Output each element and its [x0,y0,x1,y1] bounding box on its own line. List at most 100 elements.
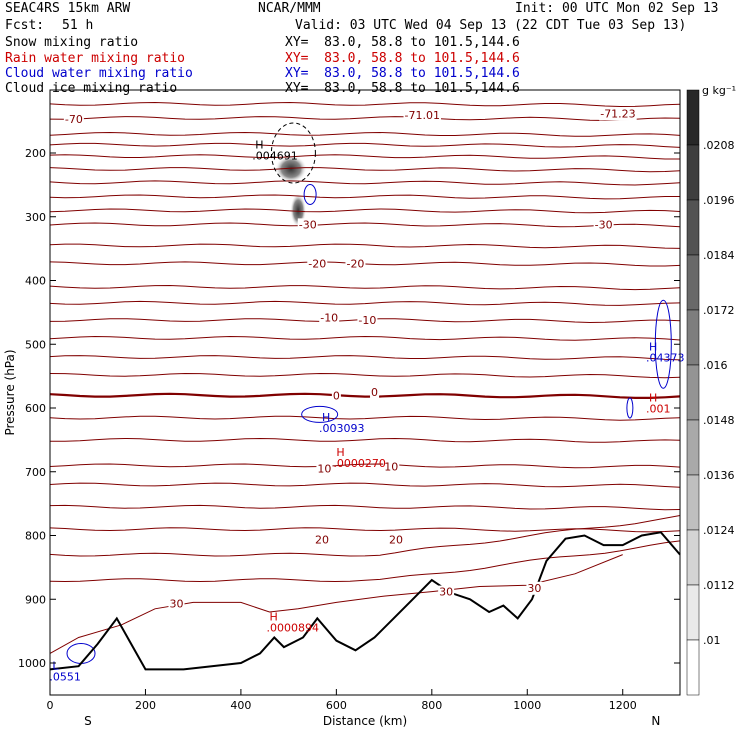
colorbar-label: .016 [703,359,728,372]
colorbar-label: .0172 [703,304,735,317]
ice-contour [303,183,317,205]
isotherm-line [49,142,681,148]
label-background [370,386,380,400]
snow-contour [270,122,316,184]
colorbar-segment [686,639,700,696]
x-tick-label: 1200 [609,699,637,712]
y-tick-label: 700 [25,466,46,479]
isotherm-line [49,392,681,399]
x-tick-label: 400 [230,699,251,712]
isotherm-line [49,540,681,583]
extremum-value: .04373 [646,352,685,365]
y-tick-label: 1000 [18,657,46,670]
cloud-water-contour [626,397,634,419]
extremum-marker: H [270,610,278,623]
field-label-cloud-water: Cloud water mixing ratio [5,66,193,81]
terrain-line [49,531,681,671]
cloud-water-contour [301,405,339,423]
isotherm-label: 20 [315,533,329,546]
extremum-value: .0551 [49,670,81,683]
isotherm-line [49,167,681,173]
temperature-isotherms [49,101,681,654]
axes: 0 200 400 600 800 1000 12002003004005006007008… [3,147,680,728]
x-axis-label: Distance (km) [323,714,407,728]
colorbar: .0208 .0196 .0184 .0172 .016 .0148 .0136 .0124.… [686,84,736,696]
colorbar-segment [686,254,700,311]
colorbar-segment [686,474,700,531]
extremum-marker: H [336,446,344,459]
y-axis-label: Pressure (hPa) [3,349,17,435]
isotherm-line [49,415,681,421]
isotherm-line [49,504,681,511]
isotherm-line [49,222,681,228]
init-time: Init: 00 UTC Mon 02 Sep 13 [515,1,719,16]
forecast-hours: 51 h [62,18,94,33]
isotherm-label: 10 [384,461,398,474]
isotherm-label: -30 [299,218,317,231]
label-background [297,218,318,232]
isotherm-line [49,300,681,306]
extremum-marker: H [649,341,657,354]
isotherm-label: 30 [439,586,453,599]
isotherm-line [49,335,681,341]
colorbar-label: .0208 [703,139,735,152]
field-xy-cloud-ice: XY= 83.0, 58.8 to 101.5,144.6 [285,81,520,96]
colorbar-segment [686,419,700,476]
label-background [526,581,543,595]
colorbar-segment [686,584,700,641]
isotherm-label: -20 [308,257,326,270]
isotherm-line [49,372,681,379]
field-label-snow: Snow mixing ratio [5,35,139,50]
isotherm-line [49,243,681,249]
colorbar-label: .0112 [703,579,735,592]
south-label: S [84,714,92,728]
valid-time: Valid: 03 UTC Wed 04 Sep 13 (22 CDT Tue … [295,18,687,33]
isotherm-label: -70 [65,113,83,126]
shading-blob [275,154,308,183]
extremum-value: .0000270 [333,457,386,470]
colorbar-label: .0148 [703,414,735,427]
colorbar-label: .0124 [703,524,735,537]
cloud-water-contours [66,122,672,664]
isotherm-line [49,154,680,160]
colorbar-segment [686,144,700,201]
terrain-line [49,531,681,671]
extremum-marker: H [322,411,330,424]
mixing-ratio-shading [275,154,308,228]
colorbar-segment [686,309,700,366]
isotherm-label: 10 [317,463,331,476]
isotherm-label: 30 [169,598,183,611]
extremum-value: .001 [646,403,671,416]
isotherm-label: -71.01 [405,109,440,122]
label-background [307,257,328,271]
colorbar-segment [686,529,700,586]
x-tick-label: 200 [135,699,156,712]
contour-labels: -70 -71.01 -71.23 -30 -30 -20 -20 -10 -10 0 0 10 10 2… [49,107,684,683]
label-background [599,107,637,121]
field-xy-cloud-water: XY= 83.0, 58.8 to 101.5,144.6 [285,66,520,81]
y-tick-label: 200 [25,147,46,160]
isotherm-label: -30 [595,218,613,231]
isotherm-line [49,515,681,557]
colorbar-segment [686,199,700,256]
label-background [319,311,340,325]
colorbar-segment [686,364,700,421]
label-background [383,460,400,474]
label-background [331,389,341,403]
isotherm-line [49,284,681,291]
isotherm-label: 20 [389,533,403,546]
field-xy-snow: XY= 83.0, 58.8 to 101.5,144.6 [285,35,520,50]
extremum-marker: L [52,659,59,672]
field-label-cloud-ice: Cloud ice mixing ratio [5,81,178,96]
isotherm-line [49,208,681,214]
field-label-rain: Rain water mixing ratio [5,51,186,66]
y-tick-label: 600 [25,402,46,415]
label-background [388,533,405,547]
colorbar-label: .0136 [703,469,735,482]
field-xy-rain: XY= 83.0, 58.8 to 101.5,144.6 [285,51,520,66]
label-background [168,597,185,611]
label-background [357,314,378,328]
org-label: NCAR/MMM [258,1,321,16]
x-tick-label: 0 [47,699,54,712]
